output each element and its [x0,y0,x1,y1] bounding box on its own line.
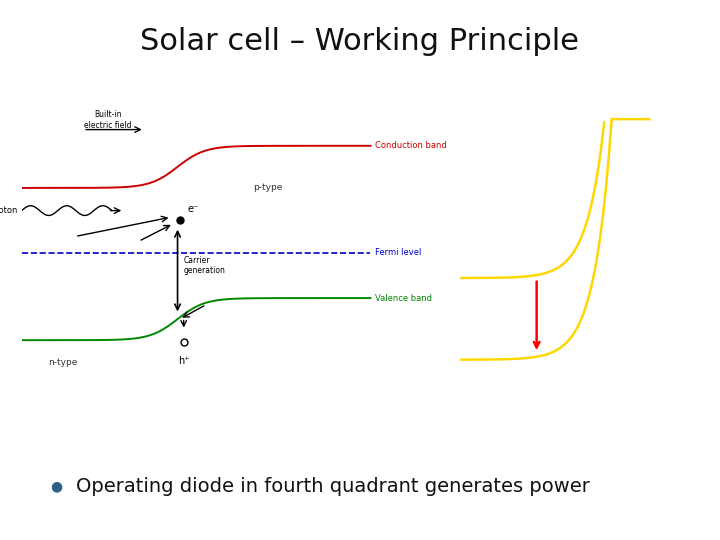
Text: Solar cell – Working Principle: Solar cell – Working Principle [140,27,580,56]
Text: V: V [683,260,690,269]
Text: n-type: n-type [48,359,77,367]
Text: dark
(diode): dark (diode) [614,134,647,153]
Text: Built-in
electric field: Built-in electric field [84,110,132,130]
Text: Carrier
generation: Carrier generation [184,256,225,275]
Text: -I: -I [541,123,549,133]
Text: under illumination
(solar cell): under illumination (solar cell) [603,357,680,376]
Text: p-type: p-type [253,184,282,192]
Text: e⁻: e⁻ [188,204,199,214]
Text: Conduction band: Conduction band [374,141,446,150]
Text: Photon: Photon [0,206,17,215]
Text: h⁺: h⁺ [178,356,189,367]
Text: ●: ● [50,479,63,493]
Text: Valence band: Valence band [374,294,431,302]
Text: Operating diode in fourth quadrant generates power: Operating diode in fourth quadrant gener… [76,476,590,496]
Text: Fermi level: Fermi level [374,248,421,257]
